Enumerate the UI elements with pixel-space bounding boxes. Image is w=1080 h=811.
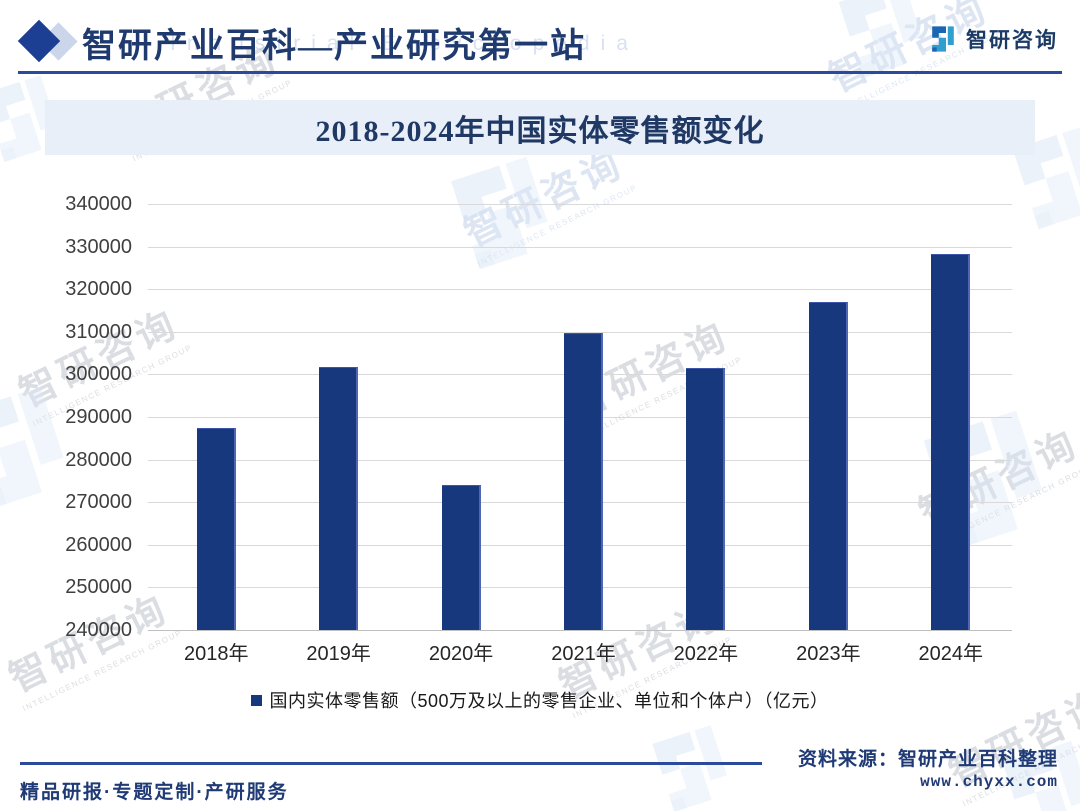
watermark-logo-icon <box>824 0 944 89</box>
y-tick-label: 290000 <box>65 406 132 428</box>
legend: 国内实体零售额（500万及以上的零售企业、单位和个体户）（亿元） <box>0 687 1080 713</box>
website-link: www.chyxx.com <box>920 773 1058 791</box>
chart-title-banner: 2018-2024年中国实体零售额变化 <box>45 100 1035 155</box>
bar <box>808 301 848 630</box>
x-tick-label: 2019年 <box>306 643 371 665</box>
bar <box>196 428 236 630</box>
y-tick-label: 300000 <box>65 363 132 386</box>
x-tick-label: 2020年 <box>428 643 494 665</box>
y-tick-label: 240000 <box>65 619 132 641</box>
gridline <box>148 289 1012 291</box>
brand-title: 智研产业百科—产业研究第一站 <box>82 28 586 65</box>
y-tick-label: 320000 <box>65 278 132 301</box>
y-tick-label: 250000 <box>65 576 132 599</box>
zhiyan-logo-icon <box>932 26 954 52</box>
bar <box>441 485 481 630</box>
chart-title: 2018-2024年中国实体零售额变化 <box>315 114 765 148</box>
plot-area <box>148 204 1012 631</box>
y-tick-label: 310000 <box>65 320 132 343</box>
footer-services-text: 精品研报·专题定制·产研服务 <box>20 782 289 803</box>
x-tick-label: 2018年 <box>183 643 249 665</box>
x-tick-label: 2021年 <box>551 643 616 665</box>
corp-logo: 智研咨询 <box>928 24 1058 54</box>
bar <box>319 367 359 630</box>
x-tick-label: 2023年 <box>796 643 861 665</box>
bar <box>564 332 603 630</box>
y-tick-label: 270000 <box>65 491 132 514</box>
y-tick-label: 330000 <box>65 235 132 258</box>
gridline <box>148 630 1012 631</box>
legend-marker-icon <box>251 694 263 706</box>
x-tick-label: 2022年 <box>673 643 739 665</box>
header-divider <box>18 71 1062 74</box>
footer-divider <box>20 762 762 765</box>
y-tick-label: 340000 <box>65 193 132 215</box>
x-axis-labels: 2018年 2019年 2020年 2021年 2022年 2023年 2024年 <box>155 641 1012 669</box>
bar <box>931 254 971 630</box>
corp-logo-text: 智研咨询 <box>966 29 1058 52</box>
y-tick-label: 260000 <box>65 533 132 556</box>
gridline <box>148 331 1012 333</box>
gridline <box>148 246 1012 248</box>
brand-diamond-icon <box>17 18 80 68</box>
gridline <box>148 204 1012 205</box>
data-source-text: 资料来源：智研产业百科整理 <box>797 749 1058 770</box>
bar <box>686 367 726 630</box>
y-tick-label: 280000 <box>65 448 132 471</box>
y-axis-labels: 240000 250000 260000 270000 280000 290000 3000… <box>40 193 132 641</box>
x-tick-label: 2024年 <box>918 643 984 665</box>
legend-label: 国内实体零售额（500万及以上的零售企业、单位和个体户）（亿元） <box>269 691 829 711</box>
